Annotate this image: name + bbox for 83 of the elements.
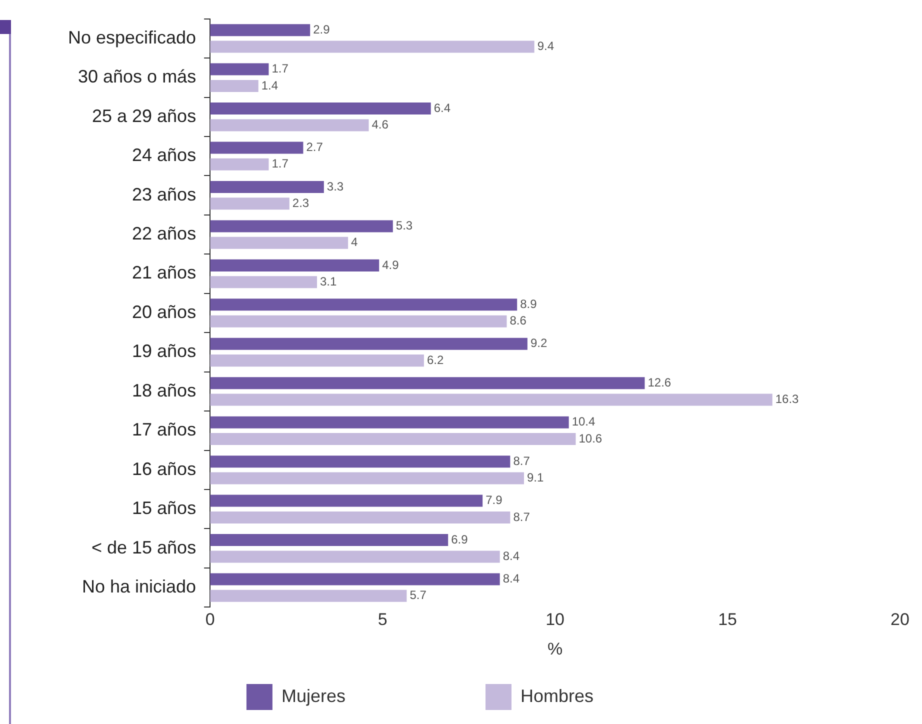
bar: [210, 119, 369, 132]
data-label: 8.9: [520, 296, 538, 311]
data-label: 3.3: [326, 179, 344, 194]
data-label: 6.9: [451, 532, 468, 546]
data-label: 9.2: [530, 336, 548, 350]
data-label: 8.7: [513, 454, 530, 468]
data-label: 2.3: [292, 196, 310, 210]
data-label: 8.4: [502, 572, 520, 586]
y-tick-label: 22 años: [132, 224, 196, 244]
data-label: 4.9: [382, 258, 400, 272]
y-tick-label: 24 años: [132, 145, 196, 166]
bar: [210, 338, 528, 350]
data-label: 1.4: [261, 78, 278, 92]
bar: [210, 63, 269, 76]
y-tick-label: 17 años: [132, 420, 196, 440]
bar: [210, 416, 569, 428]
data-label: 10.4: [572, 414, 596, 429]
y-tick-label: 15 años: [132, 498, 196, 518]
bar: [210, 259, 380, 272]
legend-label: Mujeres: [281, 686, 466, 706]
bar: [210, 180, 324, 193]
bar: [210, 433, 576, 446]
data-label: 2.9: [313, 22, 330, 36]
y-tick-label: 25 a 29 años: [92, 106, 196, 126]
bar: [210, 24, 310, 36]
legend-label: Hombres: [520, 686, 714, 706]
bar: [210, 276, 318, 288]
bar: [210, 456, 510, 468]
bar: [210, 550, 500, 563]
data-label: 8.4: [502, 549, 520, 564]
y-tick-label: < de 15 años: [91, 537, 196, 558]
bar: [210, 142, 304, 154]
bar: [210, 220, 393, 232]
bar: [210, 573, 500, 586]
bar: [210, 472, 524, 484]
bar: [210, 315, 507, 328]
data-label: 1.7: [272, 62, 289, 76]
bar: [210, 394, 772, 406]
bar: [210, 590, 407, 602]
data-label: 1.7: [272, 156, 289, 171]
data-label: 5.3: [396, 218, 413, 233]
data-label: 8.6: [510, 314, 527, 328]
y-tick-label: 16 años: [132, 458, 196, 479]
bar: [210, 102, 431, 115]
bar: [210, 298, 518, 311]
bar: [210, 80, 258, 92]
y-tick-label: 21 años: [132, 262, 196, 283]
data-label: 5.7: [410, 588, 427, 602]
x-tick-label: 5: [378, 610, 388, 630]
bar: [210, 158, 269, 170]
bar: [210, 511, 510, 524]
x-tick-label: 0: [205, 610, 215, 630]
y-tick-label: 30 años o más: [78, 66, 196, 87]
bar: [210, 354, 424, 367]
data-label: 3.1: [320, 274, 338, 288]
y-tick-label: 19 años: [132, 341, 196, 362]
data-label: 16.3: [775, 392, 800, 406]
x-tick-label: 15: [718, 610, 737, 630]
y-tick-label: 18 años: [132, 380, 196, 400]
data-label: 10.6: [578, 431, 602, 446]
x-axis-title: %: [547, 639, 563, 658]
data-label: 9.4: [537, 39, 554, 54]
data-label: 8.7: [513, 510, 530, 524]
bar: [210, 236, 348, 249]
x-tick-label: 10: [546, 610, 564, 630]
y-tick-label: No especificado: [68, 27, 196, 48]
bar: [210, 377, 645, 390]
data-label: 4.6: [372, 118, 389, 132]
data-label: 12.6: [648, 375, 672, 390]
bar: [210, 198, 290, 210]
data-label: 6.4: [434, 100, 451, 115]
bar: [210, 494, 483, 507]
bar: [210, 534, 448, 546]
bar: [210, 40, 534, 53]
data-label: 9.1: [526, 470, 544, 485]
x-tick-label: 20: [890, 610, 910, 630]
data-label: 6.2: [426, 352, 444, 367]
data-label: 4: [351, 235, 358, 250]
y-tick-label: 23 años: [132, 184, 196, 204]
data-label: 7.9: [486, 493, 503, 508]
data-label: 2.7: [306, 140, 324, 154]
y-tick-label: 20 años: [132, 302, 196, 322]
y-tick-label: No ha iniciado: [82, 576, 196, 597]
